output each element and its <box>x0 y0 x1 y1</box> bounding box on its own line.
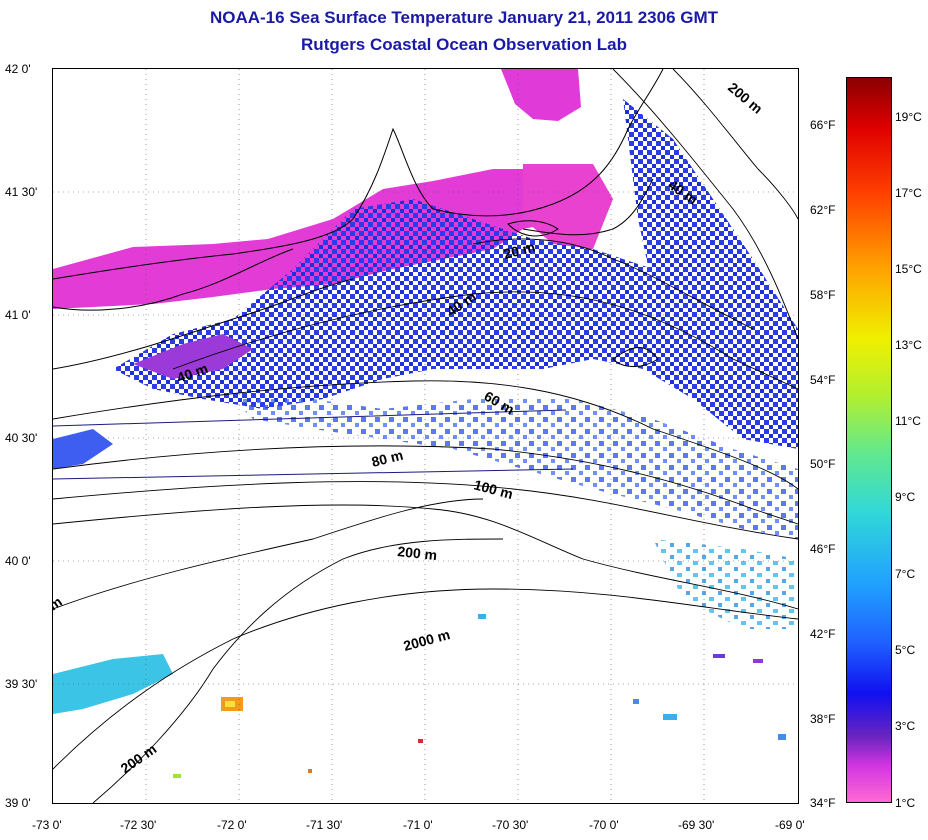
contour-label-80m: 80 m <box>370 447 405 470</box>
lat-label-40: 40 0' <box>5 554 31 568</box>
contour-label-m-edge: m <box>53 593 65 613</box>
contour-label-200m-b: 200 m <box>725 79 766 117</box>
contour-label-200m-c: 200 m <box>118 741 160 777</box>
contour-label-2000m: 2000 m <box>402 626 452 654</box>
lat-label-39: 39 0' <box>5 796 31 810</box>
contour-label-20m: 20 m <box>502 239 537 262</box>
lon-label-73: -73 0' <box>32 818 62 832</box>
colorbar-f-34: 34°F <box>810 796 836 810</box>
colorbar-f-62: 62°F <box>810 203 836 217</box>
lat-label-42: 42 0' <box>5 62 31 76</box>
lon-label-72: -72 0' <box>217 818 247 832</box>
colorbar-c-19: 19°C <box>895 110 922 124</box>
gridlines <box>53 69 798 803</box>
lon-label-70-30: -70 30' <box>492 818 529 832</box>
sst-pixels <box>53 69 798 778</box>
lon-label-72-30: -72 30' <box>120 818 157 832</box>
coastline <box>53 69 664 370</box>
chart-title: NOAA-16 Sea Surface Temperature January … <box>209 8 719 27</box>
contour-label-200m-a: 200 m <box>397 543 438 563</box>
lon-label-70: -70 0' <box>589 818 619 832</box>
colorbar <box>846 77 892 803</box>
colorbar-c-7: 7°C <box>895 567 916 581</box>
colorbar-f-66: 66°F <box>810 118 836 132</box>
contour-labels: 20 m 40 m 40 m 40 m 60 m 80 m 100 m 200 … <box>53 79 766 776</box>
colorbar-f-38: 38°F <box>810 712 836 726</box>
colorbar-c-3: 3°C <box>895 719 916 733</box>
colorbar-c-15: 15°C <box>895 262 922 276</box>
lat-label-39-30: 39 30' <box>5 677 38 691</box>
colorbar-f-42: 42°F <box>810 627 836 641</box>
colorbar-c-17: 17°C <box>895 186 922 200</box>
colorbar-c-13: 13°C <box>895 338 922 352</box>
sst-map[interactable]: 20 m 40 m 40 m 40 m 60 m 80 m 100 m 200 … <box>52 68 799 804</box>
colorbar-c-5: 5°C <box>895 643 916 657</box>
depth-contours <box>53 69 798 803</box>
lat-label-41: 41 0' <box>5 308 31 322</box>
transect-lines <box>53 409 574 480</box>
lon-label-71-30: -71 30' <box>306 818 343 832</box>
contour-label-100m: 100 m <box>472 476 514 502</box>
colorbar-c-9: 9°C <box>895 490 916 504</box>
colorbar-c-1: 1°C <box>895 796 916 810</box>
colorbar-c-11: 11°C <box>895 414 921 428</box>
colorbar-f-50: 50°F <box>810 457 836 471</box>
colorbar-f-58: 58°F <box>810 288 836 302</box>
chart-subtitle: Rutgers Coastal Ocean Observation Lab <box>301 35 627 54</box>
lon-label-69-30: -69 30' <box>678 818 715 832</box>
colorbar-f-46: 46°F <box>810 542 836 556</box>
lat-label-41-30: 41 30' <box>5 185 38 199</box>
colorbar-f-54: 54°F <box>810 373 836 387</box>
lat-label-40-30: 40 30' <box>5 431 38 445</box>
lon-label-71: -71 0' <box>403 818 433 832</box>
lon-label-69: -69 0' <box>775 818 805 832</box>
